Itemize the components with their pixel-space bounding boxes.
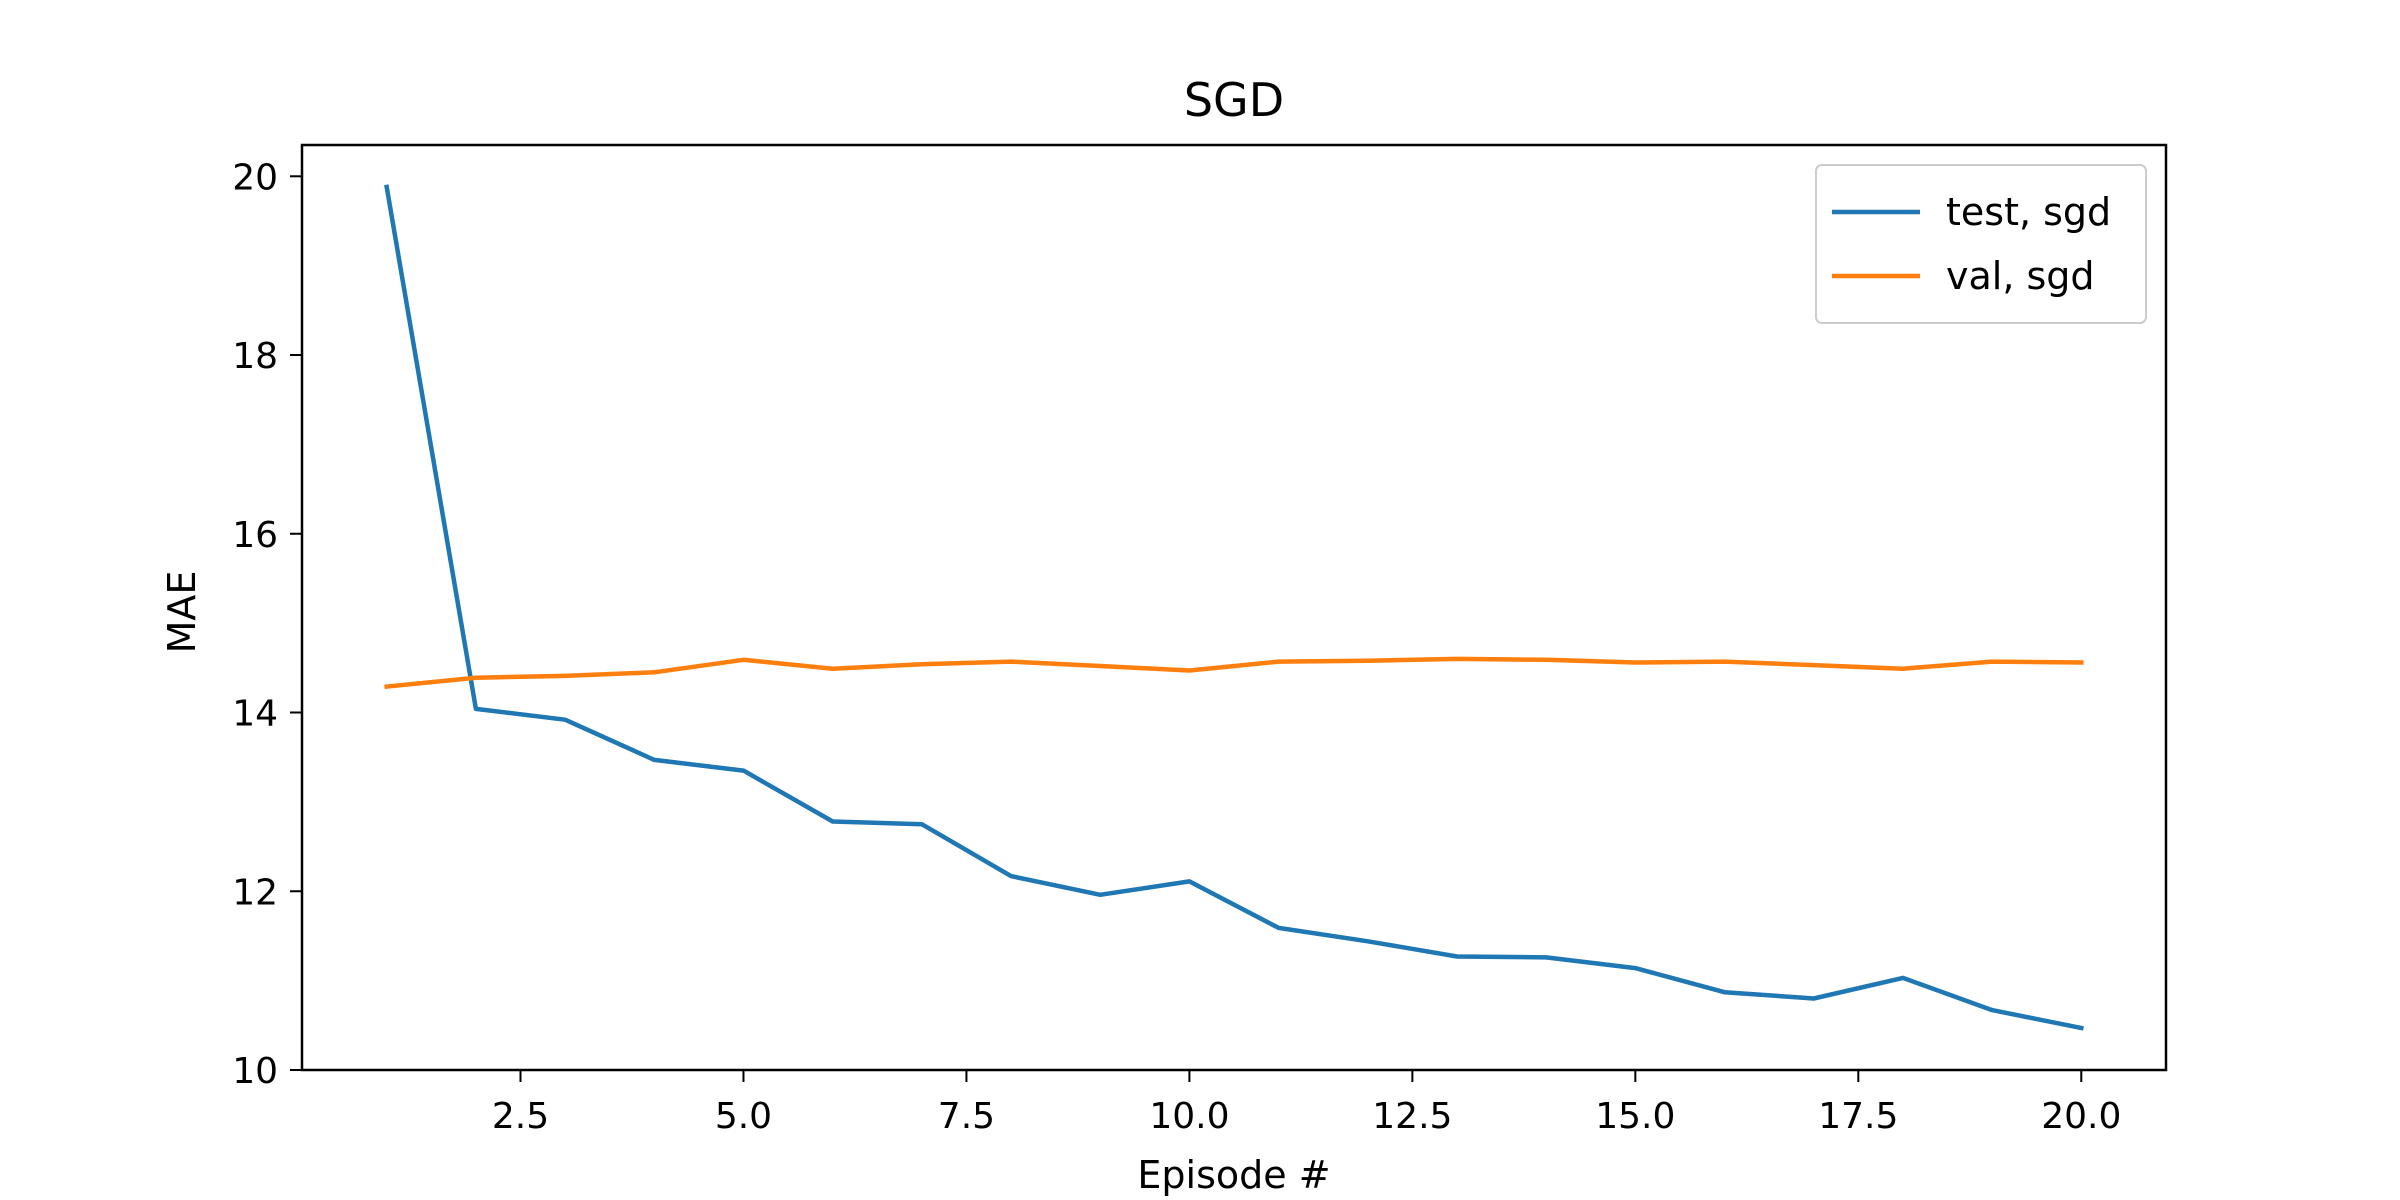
x-tick-label: 10.0	[1149, 1096, 1229, 1137]
plot-area	[384, 184, 2084, 1031]
legend-box	[1815, 164, 2147, 324]
x-axis-label: Episode #	[1137, 1153, 1330, 1197]
y-tick-label: 20	[232, 157, 278, 198]
axes: 2.5 5.0 7.5 10.0 12.5 15.0 17.5 20.0 10 12 14 16 18 2…	[232, 143, 2168, 1137]
legend-label: val, sgd	[1946, 254, 2095, 298]
y-tick-label: 14	[232, 694, 278, 735]
x-tick-label: 20.0	[2041, 1096, 2121, 1137]
x-tick-label: 17.5	[1818, 1096, 1898, 1137]
series-line-1	[384, 184, 2084, 1031]
x-tick-label: 7.5	[938, 1096, 995, 1137]
axes-frame	[300, 143, 2168, 1072]
x-tick-label: 2.5	[492, 1096, 549, 1137]
x-tick-label: 5.0	[715, 1096, 772, 1137]
legend-label: test, sgd	[1946, 190, 2111, 234]
series-line-2	[384, 656, 2084, 690]
legend: test, sgd val, sgd	[1815, 164, 2147, 324]
y-axis-label: MAE	[160, 571, 204, 654]
y-tick-label: 12	[232, 872, 278, 913]
y-tick-label: 10	[232, 1051, 278, 1092]
x-tick-label: 15.0	[1595, 1096, 1675, 1137]
x-tick-label: 12.5	[1372, 1096, 1452, 1137]
chart-title: SGD	[1184, 73, 1284, 127]
y-tick-label: 18	[232, 336, 278, 377]
y-tick-label: 16	[232, 515, 278, 556]
